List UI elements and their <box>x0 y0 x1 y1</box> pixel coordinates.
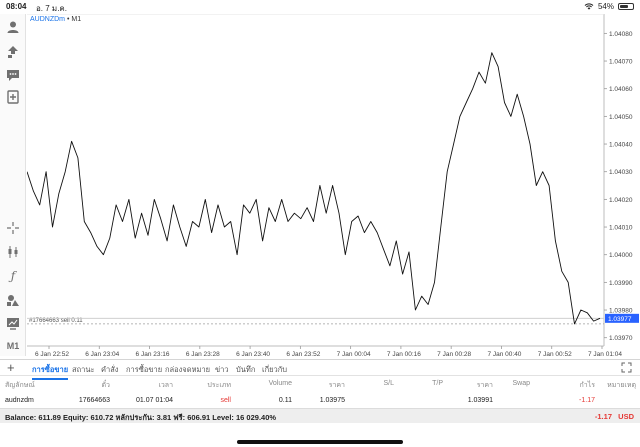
chart-canvas[interactable]: #17664663 sell 0.11 1.03977 1.04080 1.0407… <box>27 14 640 359</box>
tab-mailbox[interactable]: กล่องจดหมาย <box>165 365 211 374</box>
crosshair-icon[interactable] <box>4 219 22 237</box>
row-ticket: 17664663 <box>78 397 110 404</box>
col-cur-price: ราคา <box>476 382 493 389</box>
order-line-label: #17664663 sell 0.11 <box>29 318 83 324</box>
balance-bar: Balance: 611.89 Equity: 610.72 หลักประกั… <box>0 408 640 423</box>
chat-icon[interactable] <box>4 66 22 84</box>
y-tick-label: 1.04080 <box>609 31 633 38</box>
x-tick-label: 7 Jan 00:04 <box>337 351 371 358</box>
tab-status[interactable]: สถานะ <box>72 365 95 374</box>
col-comment: หมายเหตุ <box>607 382 636 389</box>
tab-news[interactable]: ข่าว <box>215 365 229 374</box>
chart-symbol[interactable]: AUDNZDm <box>30 16 65 23</box>
current-price-label: 1.03977 <box>608 316 632 323</box>
x-tick-label: 6 Jan 23:40 <box>236 351 270 358</box>
chart-timeframe: M1 <box>71 16 82 23</box>
col-swap: Swap <box>512 380 530 387</box>
current-price-tag <box>605 313 639 323</box>
balance-total: -1.17 <box>594 412 612 421</box>
status-date: อ. 7 ม.ค. <box>36 4 67 13</box>
left-toolbar: ƒ M1 <box>0 14 26 356</box>
add-icon[interactable]: + <box>7 360 15 375</box>
tab-orders[interactable]: คำสั่ง <box>101 365 119 374</box>
chart-title: AUDNZDm • M1 <box>30 16 81 23</box>
table-row[interactable]: audnzdm 17664663 01.07 01:04 sell 0.11 1… <box>0 394 640 408</box>
y-tick-label: 1.03990 <box>609 280 633 287</box>
y-tick-label: 1.03970 <box>609 335 633 342</box>
balance-text: Balance: 611.89 Equity: 610.72 หลักประกั… <box>5 413 277 422</box>
x-tick-label: 7 Jan 00:28 <box>437 351 471 358</box>
col-symbol: สัญลักษณ์ <box>5 382 35 389</box>
row-type: sell <box>220 397 231 404</box>
x-tick-label: 6 Jan 23:52 <box>286 351 320 358</box>
col-time: เวลา <box>158 382 173 389</box>
chart-separator: • <box>66 16 72 23</box>
col-profit: กำไร <box>579 382 595 389</box>
x-tick-label: 7 Jan 00:16 <box>387 351 421 358</box>
row-time: 01.07 01:04 <box>136 397 173 404</box>
trade-arrows-icon[interactable] <box>4 43 22 61</box>
y-tick-label: 1.04050 <box>609 114 633 121</box>
col-volume: Volume <box>268 380 292 387</box>
account-icon[interactable] <box>4 18 22 36</box>
status-bar: 08:04 อ. 7 ม.ค. 54% <box>0 0 640 14</box>
status-right: 54% <box>584 2 634 11</box>
timeframe-button[interactable]: M1 <box>6 341 20 351</box>
expand-icon[interactable] <box>621 362 632 373</box>
objects-icon[interactable] <box>4 291 22 309</box>
terminal-tabs: + การซื้อขาย สถานะ คำสั่ง การซื้อขาย กล่… <box>0 359 640 380</box>
y-tick-label: 1.04020 <box>609 197 633 204</box>
home-indicator[interactable] <box>237 440 403 444</box>
x-tick-label: 6 Jan 23:28 <box>186 351 220 358</box>
row-symbol: audnzdm <box>5 397 34 404</box>
tab-history[interactable]: การซื้อขาย <box>126 365 163 374</box>
status-time: 08:04 <box>6 2 27 11</box>
tab-about[interactable]: เกี่ยวกับ <box>262 365 288 374</box>
new-order-icon[interactable] <box>4 88 22 106</box>
battery-icon <box>618 3 634 10</box>
y-tick-label: 1.04070 <box>609 59 633 66</box>
col-ticket: ตั๋ว <box>101 382 110 389</box>
positions-header: สัญลักษณ์ ตั๋ว เวลา ประเภท Volume ราคา S… <box>0 377 640 393</box>
col-tp: T/P <box>432 380 443 387</box>
y-tick-label: 1.03980 <box>609 308 633 315</box>
col-type: ประเภท <box>207 382 231 389</box>
x-tick-label: 6 Jan 23:16 <box>136 351 170 358</box>
price-chart[interactable]: #17664663 sell 0.11 1.03977 1.04080 1.0407… <box>27 14 640 359</box>
y-tick-label: 1.04060 <box>609 86 633 93</box>
y-tick-label: 1.04010 <box>609 225 633 232</box>
y-tick-label: 1.04040 <box>609 142 633 149</box>
row-volume: 0.11 <box>278 397 292 404</box>
indicators-icon[interactable]: ƒ <box>10 269 16 283</box>
x-tick-label: 7 Jan 00:40 <box>487 351 521 358</box>
x-tick-label: 7 Jan 01:04 <box>588 351 622 358</box>
row-price: 1.03975 <box>319 397 345 404</box>
col-price: ราคา <box>328 382 345 389</box>
battery-percent: 54% <box>597 2 614 11</box>
price-line <box>27 52 601 325</box>
chart-window-icon[interactable] <box>4 314 22 332</box>
col-sl: S/L <box>383 380 394 387</box>
y-tick-label: 1.04000 <box>609 252 633 259</box>
row-cur-price: 1.03991 <box>467 397 493 404</box>
wifi-icon <box>584 3 594 10</box>
balance-currency: USD <box>618 412 634 421</box>
tab-journal[interactable]: บันทึก <box>236 365 256 374</box>
x-tick-label: 7 Jan 00:52 <box>538 351 572 358</box>
row-profit: -1.17 <box>579 397 595 404</box>
x-tick-label: 6 Jan 23:04 <box>85 351 119 358</box>
candles-icon[interactable] <box>4 243 22 261</box>
x-tick-label: 6 Jan 22:52 <box>35 351 69 358</box>
tab-trade[interactable]: การซื้อขาย <box>32 365 69 380</box>
y-tick-label: 1.04030 <box>609 169 633 176</box>
